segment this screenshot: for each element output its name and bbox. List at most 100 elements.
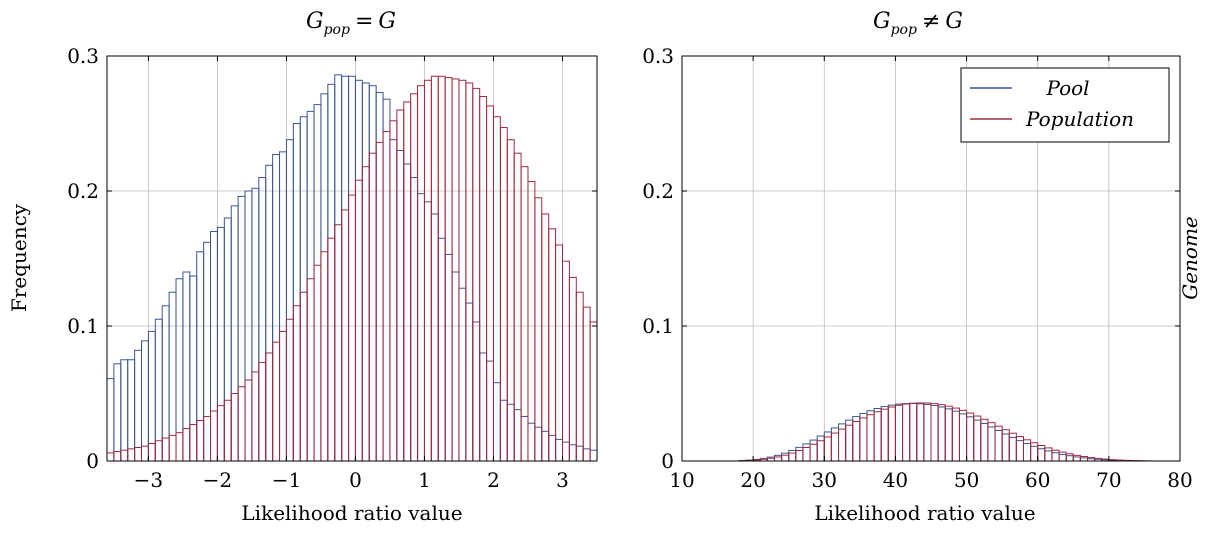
- left-x-tick-label: 0: [349, 468, 362, 492]
- left-bar-pool: [479, 352, 488, 462]
- left-bar-population: [568, 276, 577, 462]
- left-bar-pool: [175, 278, 184, 462]
- left-bar-pool: [354, 79, 363, 462]
- left-bar-population: [120, 449, 129, 462]
- left-bar-pool: [465, 302, 474, 462]
- right-x-ticks: 10 20 30 40 50 60 70 80: [669, 56, 1193, 492]
- left-bar-population: [244, 379, 253, 462]
- left-bar-pool: [506, 403, 515, 462]
- left-bar-pool: [568, 444, 577, 462]
- left-bar-pool: [430, 213, 439, 462]
- right-bar-pool: [1022, 443, 1032, 462]
- right-bar-population: [894, 404, 904, 462]
- left-bar-pool: [127, 359, 136, 462]
- left-bar-population: [396, 109, 405, 462]
- left-bar-population: [313, 264, 322, 462]
- right-bar-population: [1072, 454, 1081, 462]
- right-bar-pool: [930, 405, 939, 462]
- right-bar-pool: [958, 413, 968, 462]
- right-bar-pool: [1030, 445, 1039, 462]
- left-bar-pool: [327, 83, 336, 462]
- left-bar-population: [458, 79, 467, 462]
- left-bar-population: [223, 399, 232, 462]
- left-bar-population: [127, 448, 136, 462]
- right-bar-pool: [923, 403, 932, 462]
- right-bar-population: [809, 443, 818, 462]
- right-bar-population: [887, 406, 896, 462]
- left-bar-population: [168, 434, 177, 462]
- right-title-relation: ≠: [922, 9, 940, 34]
- right-side-label: Genome: [1178, 216, 1202, 300]
- left-bar-pool: [541, 430, 550, 462]
- left-bar-population: [147, 442, 156, 462]
- left-bar-population: [368, 152, 377, 462]
- right-title-rhs: G: [945, 9, 963, 34]
- right-bar-pool: [1044, 450, 1053, 462]
- left-bar-population: [272, 341, 281, 462]
- right-bar-pool: [823, 431, 832, 462]
- right-bar-pool: [894, 403, 904, 462]
- legend-label-population: Population: [1025, 107, 1134, 131]
- left-bar-population: [479, 96, 488, 462]
- left-bar-pool: [251, 187, 260, 462]
- left-bar-pool: [582, 448, 591, 462]
- left-bar-pool: [299, 116, 308, 462]
- right-bar-population: [937, 404, 946, 462]
- right-bar-population: [773, 456, 783, 462]
- left-x-tick-label: −3: [134, 468, 163, 492]
- left-bar-pool: [210, 231, 218, 462]
- legend: Pool Population: [960, 67, 1170, 143]
- right-bar-pool: [1015, 440, 1024, 462]
- left-bar-pool: [292, 123, 301, 462]
- left-chart-panel: Gpop = G −3 −2 −1 0 1 2 3 00.10.20.3 Likelihood …: [7, 9, 598, 525]
- left-bar-population: [341, 209, 350, 462]
- right-bar-pool: [951, 410, 960, 462]
- left-grid: [107, 55, 597, 462]
- left-bar-population: [306, 278, 315, 462]
- right-bar-population: [994, 425, 1003, 462]
- right-y-tick-label: 0.2: [642, 179, 674, 203]
- right-x-axis-label: Likelihood ratio value: [814, 501, 1035, 525]
- right-bar-population: [909, 402, 918, 462]
- right-bar-pool: [766, 456, 775, 462]
- left-bar-pool: [548, 434, 557, 462]
- right-bar-population: [802, 447, 811, 462]
- right-y-tick-label: 0: [661, 449, 674, 473]
- left-bar-population: [175, 432, 184, 462]
- left-bar-population: [506, 139, 515, 462]
- left-bar-pool: [458, 287, 467, 462]
- right-bar-pool: [788, 449, 797, 462]
- left-bar-population: [499, 127, 508, 462]
- left-bar-pool: [120, 359, 129, 462]
- left-bar-population: [589, 321, 598, 462]
- right-bar-population: [1051, 449, 1060, 462]
- right-bar-population: [973, 415, 982, 462]
- left-bar-population: [555, 244, 563, 462]
- left-bar-population: [161, 437, 170, 462]
- right-bar-population: [1079, 456, 1089, 462]
- legend-label-pool: Pool: [1045, 76, 1089, 100]
- left-bar-pool: [203, 241, 212, 462]
- right-series-population: [738, 402, 1153, 462]
- left-x-tick-label: 2: [487, 468, 500, 492]
- right-bar-population: [966, 412, 975, 462]
- right-y-ticks: 0 0.1 0.2 0.3: [642, 44, 1180, 473]
- right-bar-population: [1044, 447, 1053, 462]
- right-bar-pool: [909, 402, 918, 462]
- right-bar-population: [852, 420, 861, 462]
- left-bar-population: [320, 251, 329, 462]
- left-bar-pool: [279, 151, 287, 462]
- left-bar-pool: [534, 426, 543, 462]
- left-bar-population: [348, 194, 356, 462]
- right-bar-pool: [1065, 455, 1074, 462]
- right-bar-population: [880, 408, 889, 462]
- left-bar-population: [216, 405, 225, 462]
- left-bar-pool: [486, 360, 494, 462]
- right-bar-population: [916, 402, 925, 462]
- right-y-tick-label: 0.3: [642, 44, 674, 68]
- right-bar-population: [902, 403, 911, 462]
- left-bar-pool: [237, 195, 246, 462]
- left-bar-population: [389, 120, 398, 462]
- left-bar-population: [513, 152, 522, 462]
- left-bar-pool: [334, 74, 343, 462]
